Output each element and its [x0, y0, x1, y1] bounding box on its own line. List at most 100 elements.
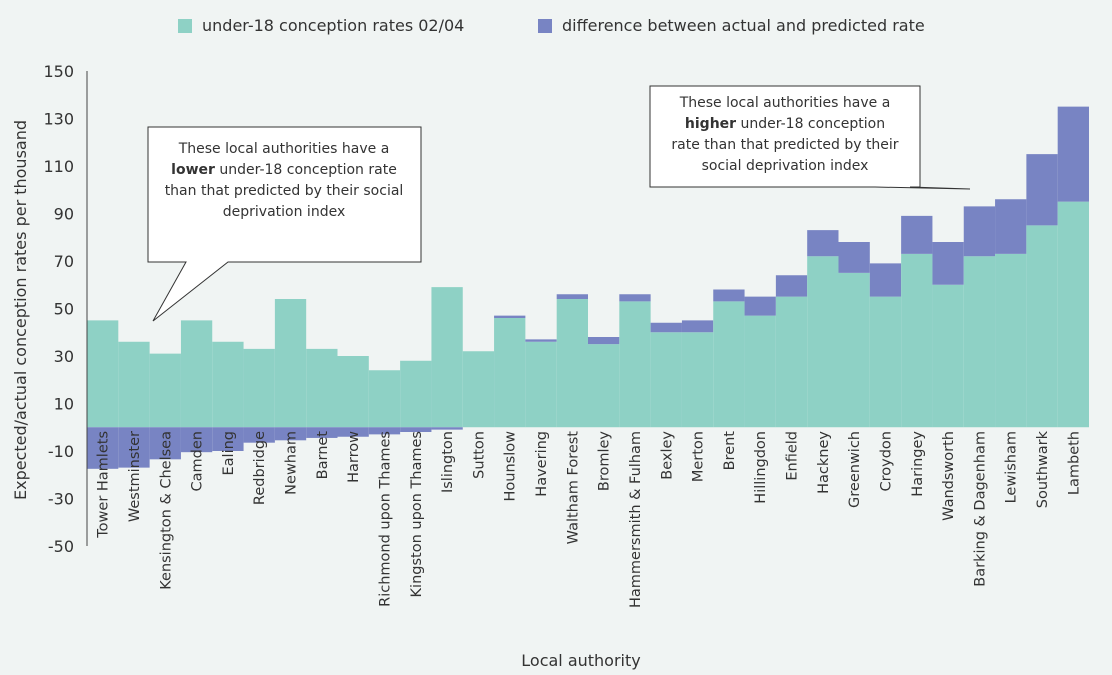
bar-rate-tower-hamlets — [87, 320, 119, 428]
x-tick-label-sutton: Sutton — [471, 431, 487, 479]
bar-difference-brent — [713, 289, 745, 302]
x-tick-label-enfield: Enfield — [785, 431, 801, 481]
legend-swatch-difference — [538, 19, 552, 33]
bar-difference-harrow — [337, 427, 369, 437]
bar-rate-waltham-forest — [556, 299, 588, 428]
bar-rate-lewisham — [995, 253, 1027, 428]
bar-rate-kensington-and-chelsea — [149, 353, 181, 428]
x-tick-label-barnet: Barnet — [315, 431, 331, 480]
x-tick-label-lambeth: Lambeth — [1066, 431, 1082, 495]
callout-higher-bold: higher — [685, 116, 736, 132]
bar-difference-haringey — [901, 215, 933, 254]
y-tick-label: -30 — [48, 490, 74, 509]
callout-higher: These local authorities have a higher un… — [649, 85, 971, 190]
legend: under-18 conception rates 02/04 differen… — [178, 16, 925, 35]
bar-difference-hammersmith-and-fulham — [619, 294, 651, 302]
callout-lower-box — [147, 126, 422, 322]
bar-rate-barking-and-dagenham — [963, 256, 996, 428]
x-tick-label-camden: Camden — [190, 431, 206, 491]
y-tick-label: 150 — [43, 62, 74, 81]
bar-difference-barking-and-dagenham — [963, 206, 996, 257]
y-tick-label: 90 — [54, 205, 74, 224]
x-tick-label-kensington-and-chelsea: Kensington & Chelsea — [158, 431, 174, 590]
bar-difference-croydon — [869, 263, 902, 297]
bar-rate-southwark — [1026, 225, 1058, 428]
y-tick-label: 130 — [43, 110, 74, 129]
x-tick-label-brent: Brent — [722, 431, 738, 471]
bar-difference-bromley — [588, 337, 620, 345]
bar-rate-harrow — [337, 356, 369, 428]
bar-rate-hammersmith-and-fulham — [619, 301, 651, 428]
legend-swatch-conception-rate — [178, 19, 192, 33]
x-tick-label-lewisham: Lewisham — [1004, 431, 1020, 503]
bar-difference-hackney — [807, 230, 839, 257]
bar-rate-bexley — [650, 332, 682, 428]
bar-rate-brent — [713, 301, 745, 428]
x-tick-label-haringey: Haringey — [910, 431, 926, 497]
x-tick-label-bromley: Bromley — [597, 431, 613, 492]
bar-difference-waltham-forest — [556, 294, 588, 299]
callout-lower-line3: than that predicted by their social — [165, 183, 404, 199]
bar-difference-westminster — [118, 427, 150, 468]
callout-lower-line1: These local authorities have a — [178, 141, 390, 157]
callout-higher-line3: rate than that predicted by their — [671, 137, 898, 153]
bar-difference-tower-hamlets — [87, 427, 119, 469]
bar-difference-greenwich — [838, 242, 870, 273]
y-tick-label: 10 — [54, 395, 74, 414]
bar-rate-islington — [431, 287, 463, 428]
y-axis-title: Expected/actual conception rates per tho… — [11, 120, 30, 500]
x-tick-label-hillingdon: Hillingdon — [753, 431, 769, 504]
bar-rate-havering — [525, 341, 557, 428]
bar-rate-haringey — [901, 253, 933, 428]
x-tick-label-southwark: Southwark — [1035, 430, 1051, 508]
bar-rate-westminster — [118, 341, 150, 428]
bar-difference-merton — [681, 320, 714, 333]
bar-difference-barnet — [306, 427, 338, 438]
bar-rate-redbridge — [243, 348, 275, 428]
bar-rate-lambeth — [1057, 201, 1089, 428]
callout-higher-line2: higher under-18 conception — [685, 116, 885, 132]
x-tick-label-newham: Newham — [284, 431, 300, 495]
bar-rate-camden — [180, 320, 213, 428]
bar-difference-camden — [180, 427, 213, 453]
callout-lower-line4: deprivation index — [223, 204, 345, 220]
bar-rate-bromley — [588, 344, 620, 428]
bar-rate-sutton — [462, 351, 495, 428]
y-tick-label: 110 — [43, 157, 74, 176]
legend-label-difference: difference between actual and predicted … — [562, 16, 925, 35]
y-tick-label: -10 — [48, 442, 74, 461]
x-tick-label-havering: Havering — [534, 431, 550, 497]
bar-difference-havering — [525, 339, 557, 342]
x-tick-label-waltham-forest: Waltham Forest — [565, 431, 581, 545]
callout-lower-line2-rest: under-18 conception rate — [215, 162, 397, 178]
bar-difference-redbridge — [243, 427, 275, 443]
x-axis-title: Local authority — [521, 651, 640, 670]
x-tick-label-redbridge: Redbridge — [252, 431, 268, 505]
bar-rate-kingston-upon-thames — [400, 360, 432, 428]
x-tick-label-hounslow: Hounslow — [503, 431, 519, 502]
bar-rate-wandsworth — [932, 284, 964, 428]
callout-lower: These local authorities have a lower und… — [147, 126, 422, 322]
x-tick-label-merton: Merton — [691, 431, 707, 482]
x-tick-label-croydon: Croydon — [878, 431, 894, 492]
legend-label-conception-rate: under-18 conception rates 02/04 — [202, 16, 464, 35]
bar-difference-southwark — [1026, 154, 1058, 226]
callout-higher-box — [649, 85, 971, 190]
y-tick-label: -50 — [48, 537, 74, 556]
bar-difference-lambeth — [1057, 106, 1089, 202]
bar-difference-islington — [431, 427, 463, 430]
bar-rate-ealing — [212, 341, 244, 428]
callout-higher-line1: These local authorities have a — [679, 95, 891, 111]
bar-difference-wandsworth — [932, 242, 964, 285]
bar-rate-barnet — [306, 348, 338, 428]
bar-difference-hounslow — [494, 315, 526, 318]
bars — [87, 106, 1089, 469]
bar-rate-richmond-upon-thames — [368, 370, 401, 428]
x-tick-label-bexley: Bexley — [659, 431, 675, 480]
x-tick-label-tower-hamlets: Tower Hamlets — [96, 431, 112, 539]
bar-difference-newham — [274, 427, 307, 441]
y-tick-label: 30 — [54, 347, 74, 366]
bar-rate-enfield — [775, 296, 808, 428]
bar-rate-hounslow — [494, 318, 526, 428]
